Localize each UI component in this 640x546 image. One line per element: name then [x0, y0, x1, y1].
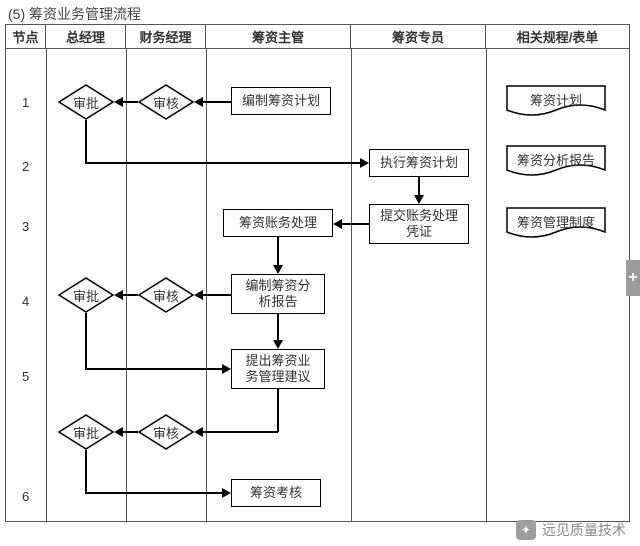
edge [277, 237, 279, 266]
arrow-head [114, 97, 123, 107]
node-review-3: 审核 [138, 414, 194, 450]
node-exec-plan: 执行筹资计划 [369, 149, 469, 177]
doc-label: 筹资分析报告 [506, 139, 606, 179]
edge [85, 313, 87, 369]
col-divider [351, 49, 352, 522]
node-review-1: 审核 [138, 84, 194, 120]
doc-policy: 筹资管理制度 [506, 207, 606, 241]
node-compile-report: 编制筹资分 析报告 [231, 274, 325, 314]
diamond-label: 审核 [138, 414, 194, 450]
col-divider [46, 49, 47, 522]
doc-report: 筹资分析报告 [506, 145, 606, 179]
arrow-head [273, 265, 283, 274]
arrow-head [194, 427, 203, 437]
edge [85, 162, 360, 164]
diamond-label: 审批 [58, 277, 114, 313]
col-header-fm: 财务经理 [126, 25, 206, 48]
doc-plan: 筹资计划 [506, 85, 606, 119]
page-title: (5) 筹资业务管理流程 [8, 4, 141, 24]
table-header-row: 节点 总经理 财务经理 筹资主管 筹资专员 相关规程/表单 [6, 25, 629, 49]
edge [123, 294, 138, 296]
arrow-head [414, 195, 424, 204]
row-number: 3 [22, 219, 29, 234]
diamond-label: 审核 [138, 277, 194, 313]
edge [85, 368, 222, 370]
edge [123, 431, 138, 433]
arrow-head [114, 427, 123, 437]
edge [203, 431, 278, 433]
edge [342, 223, 369, 225]
node-compile-plan: 编制筹资计划 [231, 87, 331, 115]
node-acct-process: 筹资账务处理 [223, 209, 333, 237]
col-divider [486, 49, 487, 522]
edge [85, 492, 222, 494]
row-number: 2 [22, 159, 29, 174]
col-header-gm: 总经理 [46, 25, 126, 48]
watermark: ✦ 远见质量技术 [516, 520, 626, 540]
flowchart-body: 1 2 3 4 5 6 编制筹资计划 审核 审批 执行筹资计划 提交账务处理 凭… [6, 49, 629, 522]
arrow-head [333, 219, 342, 229]
node-approve-3: 审批 [58, 414, 114, 450]
flowchart-table: 节点 总经理 财务经理 筹资主管 筹资专员 相关规程/表单 1 2 3 4 5 … [5, 24, 630, 522]
node-approve-1: 审批 [58, 84, 114, 120]
watermark-text: 远见质量技术 [542, 520, 626, 540]
arrow-head [222, 488, 231, 498]
row-number: 1 [22, 95, 29, 110]
col-header-docs: 相关规程/表单 [486, 25, 629, 48]
col-header-fzspec: 筹资专员 [351, 25, 486, 48]
side-handle-icon[interactable]: + [626, 260, 640, 296]
edge [418, 177, 420, 196]
arrow-head [273, 340, 283, 349]
node-review-2: 审核 [138, 277, 194, 313]
col-header-node: 节点 [6, 25, 46, 48]
diamond-label: 审批 [58, 414, 114, 450]
col-header-fzsup: 筹资主管 [206, 25, 351, 48]
node-assess: 筹资考核 [231, 479, 321, 507]
arrow-head [114, 290, 123, 300]
diamond-label: 审核 [138, 84, 194, 120]
node-submit-voucher: 提交账务处理 凭证 [369, 204, 469, 244]
doc-label: 筹资计划 [506, 79, 606, 119]
row-number: 5 [22, 369, 29, 384]
arrow-head [194, 290, 203, 300]
diamond-label: 审批 [58, 84, 114, 120]
edge [277, 314, 279, 341]
col-divider [206, 49, 207, 522]
edge [123, 101, 138, 103]
edge [277, 389, 279, 432]
arrow-head [360, 158, 369, 168]
wechat-icon: ✦ [516, 520, 536, 540]
arrow-head [222, 364, 231, 374]
node-suggest: 提出筹资业 务管理建议 [231, 349, 325, 389]
row-number: 6 [22, 489, 29, 504]
arrow-head [194, 97, 203, 107]
edge [85, 120, 87, 163]
edge [85, 450, 87, 493]
edge [203, 294, 231, 296]
edge [203, 101, 231, 103]
col-divider [126, 49, 127, 522]
row-number: 4 [22, 294, 29, 309]
node-approve-2: 审批 [58, 277, 114, 313]
doc-label: 筹资管理制度 [506, 201, 606, 241]
